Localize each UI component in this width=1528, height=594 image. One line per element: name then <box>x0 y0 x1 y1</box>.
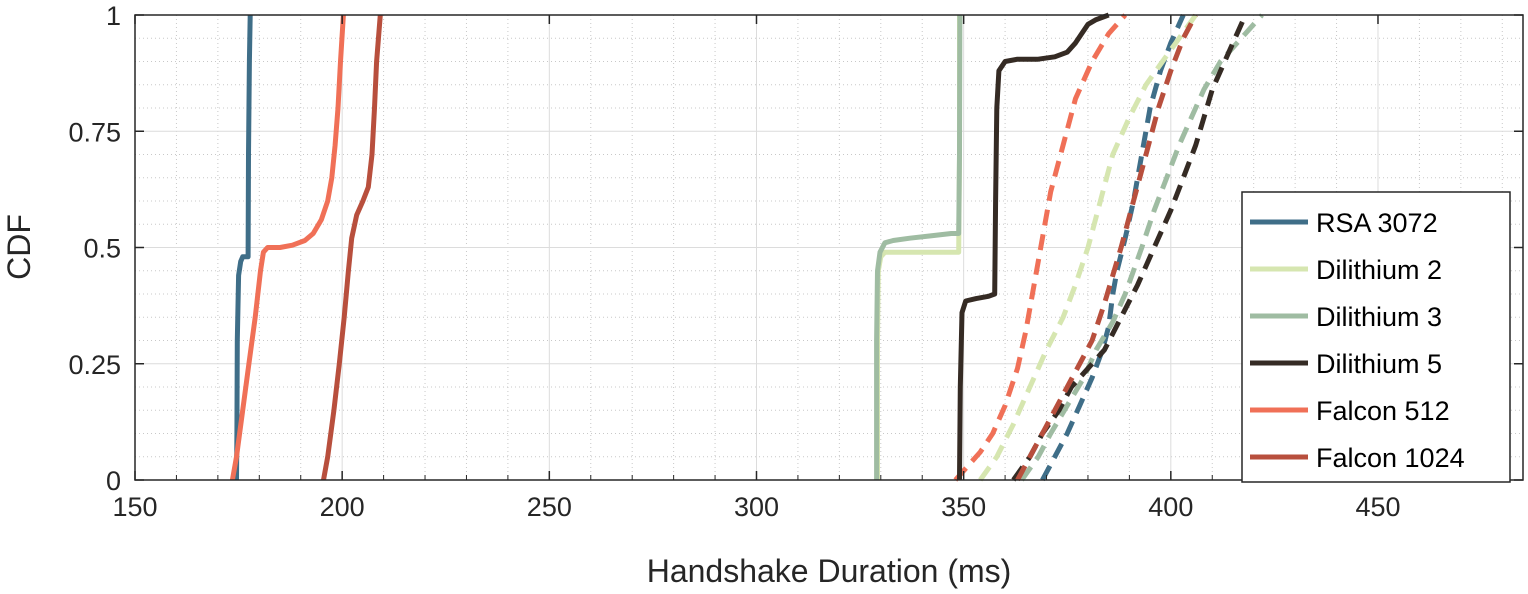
x-tick-label: 300 <box>734 492 779 522</box>
series-line-dilithium-2-dashed <box>978 13 1198 482</box>
legend: RSA 3072 Dilithium 2 Dilithium 3 Dilithium … <box>1241 191 1511 483</box>
x-tick-label: 150 <box>112 492 157 522</box>
y-tick-label: 0 <box>106 466 121 496</box>
series-line-dilithium-5-dashed <box>1011 13 1248 482</box>
legend-box <box>1241 191 1511 483</box>
x-tick-label: 250 <box>527 492 572 522</box>
legend-entry: Dilithium 2 <box>1316 255 1442 285</box>
series-line-rsa-3072-solid <box>234 14 253 481</box>
series-line-dilithium-3-solid <box>874 14 963 480</box>
series-line-rsa-3072-dashed <box>1040 13 1186 482</box>
series-line-falcon-512-dashed <box>953 13 1128 482</box>
x-axis-title: Handshake Duration (ms) <box>647 553 1012 589</box>
legend-entry: RSA 3072 <box>1316 208 1438 238</box>
series-line-falcon-1024-dashed <box>1015 13 1198 482</box>
y-tick-label: 0.25 <box>68 350 121 380</box>
y-axis-title: CDF <box>1 214 37 280</box>
axes: 150 200 250 300 350 400 450 0 0.25 0.5 0.75 1 <box>68 1 1523 522</box>
y-tick-label: 0.5 <box>83 234 121 264</box>
y-tick-label: 1 <box>106 1 121 31</box>
legend-entry: Dilithium 5 <box>1316 349 1442 379</box>
plot-lines <box>229 12 1264 482</box>
y-tick-label: 0.75 <box>68 117 121 147</box>
x-tick-label: 450 <box>1355 492 1400 522</box>
series-line-falcon-512-solid <box>229 14 346 481</box>
series-line-dilithium-5-solid <box>957 12 1110 481</box>
legend-entry: Falcon 512 <box>1316 396 1450 426</box>
x-tick-label: 200 <box>320 492 365 522</box>
series-line-dilithium-3-dashed <box>1019 13 1264 482</box>
x-tick-label: 400 <box>1148 492 1193 522</box>
legend-entry: Falcon 1024 <box>1316 443 1465 473</box>
x-tick-label: 350 <box>941 492 986 522</box>
legend-entry: Dilithium 3 <box>1316 302 1442 332</box>
series-line-falcon-1024-solid <box>321 14 383 481</box>
